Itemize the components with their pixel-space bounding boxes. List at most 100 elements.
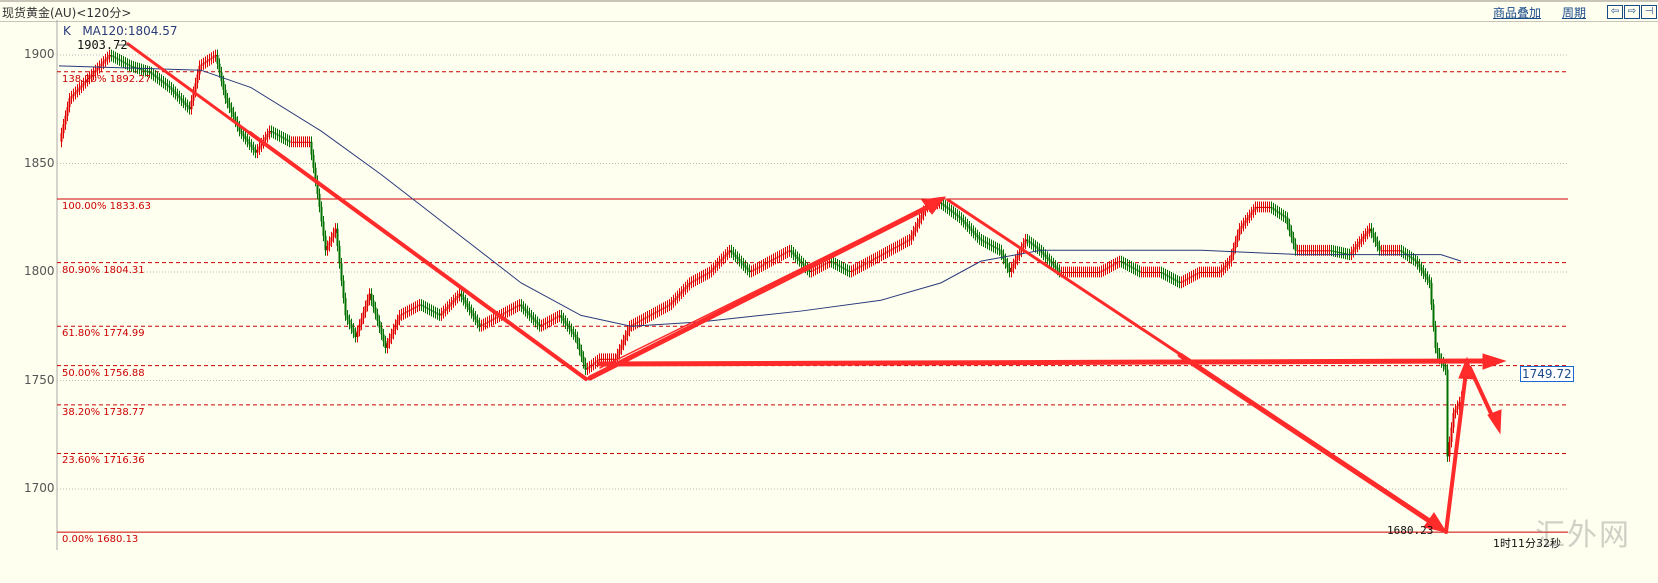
candle — [1268, 201, 1271, 213]
candle — [686, 279, 689, 293]
candle — [360, 313, 363, 331]
arrowhead — [1482, 353, 1507, 370]
candle — [438, 308, 441, 321]
candle — [892, 242, 895, 255]
candle — [296, 136, 299, 148]
candle — [838, 260, 841, 272]
candle — [66, 101, 69, 122]
period-link[interactable]: 周期 — [1562, 6, 1587, 20]
candle — [1314, 244, 1317, 256]
candle — [370, 288, 373, 306]
candle — [954, 207, 957, 221]
candle — [510, 303, 513, 316]
candle — [100, 58, 103, 72]
candle — [190, 95, 193, 115]
candle — [788, 244, 791, 257]
candle — [328, 236, 331, 252]
overlay-instrument-link[interactable]: 商品叠加 — [1493, 6, 1542, 20]
candle — [544, 317, 547, 330]
candle — [918, 213, 921, 229]
candle — [692, 275, 695, 288]
candle — [1358, 236, 1361, 250]
candle — [1114, 257, 1117, 270]
arrow-left-icon[interactable]: ⇦ — [1607, 5, 1623, 19]
candle — [1094, 266, 1097, 278]
candle — [984, 236, 987, 249]
candle — [1032, 238, 1035, 252]
candle — [366, 294, 369, 312]
candle — [968, 221, 971, 235]
candle — [1322, 244, 1325, 256]
split-panel-icon[interactable]: ⊣ — [1641, 5, 1657, 19]
candle — [398, 309, 401, 326]
candle — [776, 251, 779, 264]
candle — [1396, 244, 1399, 256]
candle — [846, 264, 849, 277]
candle — [522, 301, 525, 315]
candle — [1364, 228, 1367, 242]
candle — [1158, 266, 1161, 278]
trend-arrows — [126, 42, 1507, 534]
candle — [836, 258, 839, 271]
candle — [1026, 234, 1029, 247]
candle — [998, 243, 1001, 256]
candle — [1454, 404, 1457, 419]
candle — [444, 303, 447, 317]
candle — [140, 63, 143, 76]
candle — [1074, 266, 1077, 278]
candle — [906, 235, 909, 248]
candle — [1014, 254, 1017, 270]
candle — [420, 299, 423, 312]
candle — [1182, 275, 1185, 288]
candle — [566, 318, 569, 332]
candle — [188, 101, 191, 115]
candle — [754, 263, 757, 276]
candle — [556, 311, 559, 323]
candle — [1360, 233, 1363, 248]
candle — [1280, 208, 1283, 221]
candle — [1030, 237, 1033, 250]
candle — [324, 230, 327, 256]
candle — [1224, 260, 1227, 274]
candle — [1076, 266, 1079, 278]
candle — [1316, 244, 1319, 256]
candle — [914, 221, 917, 237]
candle — [1092, 266, 1095, 278]
candle — [462, 291, 465, 306]
fib-level-label: 0.00% 1680.13 — [62, 534, 139, 546]
candle — [490, 314, 493, 327]
candle — [234, 111, 237, 128]
candle — [1096, 266, 1099, 278]
candle — [466, 298, 469, 313]
candle — [64, 110, 67, 130]
candle — [546, 316, 549, 329]
candle — [884, 247, 887, 259]
candle — [1298, 244, 1301, 256]
candle — [1308, 244, 1311, 256]
candle — [678, 288, 681, 302]
candle — [1376, 236, 1379, 252]
candle — [222, 75, 225, 96]
candle — [988, 238, 991, 251]
candle — [1126, 258, 1129, 271]
candle — [1374, 231, 1377, 248]
candle — [342, 275, 345, 304]
candle — [1128, 260, 1131, 272]
candle — [768, 255, 771, 268]
candle — [870, 254, 873, 267]
candle — [1140, 266, 1143, 278]
watermark: 汇外网 — [1535, 518, 1631, 553]
candle — [358, 319, 361, 337]
candle — [1402, 246, 1405, 259]
candle — [696, 273, 699, 286]
candle — [1426, 271, 1429, 286]
candle — [1452, 407, 1455, 433]
arrow-right-icon[interactable]: ⇨ — [1624, 5, 1640, 19]
candle — [86, 73, 89, 87]
candle — [110, 49, 113, 62]
candle — [1384, 244, 1387, 256]
indicator-label: K — [63, 24, 71, 38]
candle — [1240, 220, 1243, 235]
candle — [986, 237, 989, 250]
